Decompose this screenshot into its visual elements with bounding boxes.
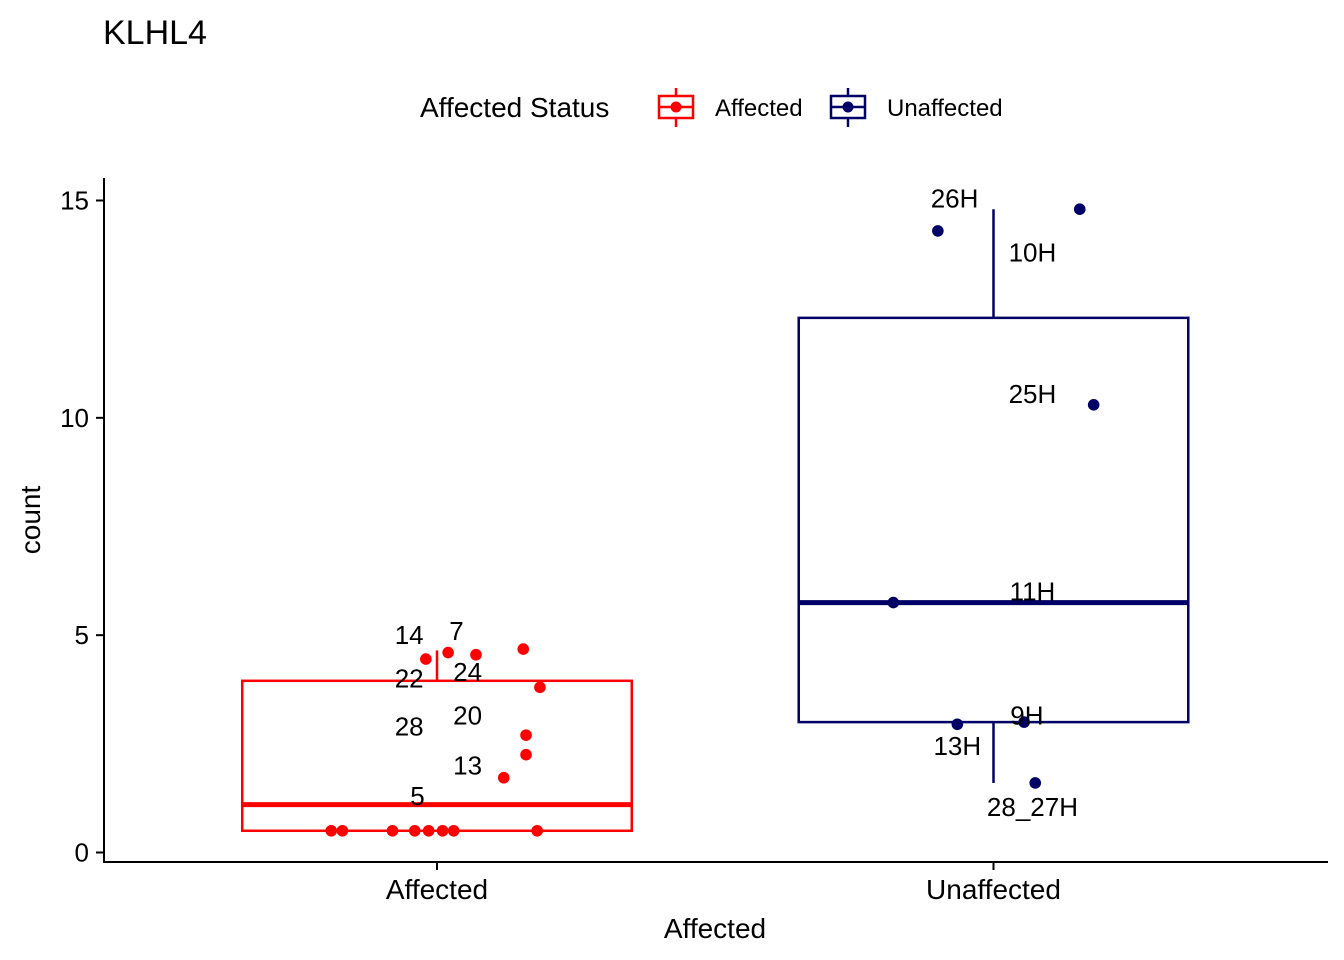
point-label-11h: 11H [1010, 577, 1056, 607]
point-label-7: 7 [449, 616, 463, 646]
point-labels: 14 7 22 24 28 20 13 5 26H 10H 25H 11H 9H 13H 28_27H [395, 183, 1078, 822]
point-label-5: 5 [410, 781, 424, 811]
point-affected-13 [520, 729, 532, 741]
point-label-26h: 26H [931, 183, 979, 213]
boxes [240, 209, 1190, 833]
point-affected-2 [386, 824, 399, 837]
legend-key-unaffected-point [842, 101, 854, 113]
point-unaffected-19 [887, 596, 900, 609]
legend-label-affected: Affected [715, 95, 803, 122]
point-affected-7 [531, 824, 543, 837]
chart-title: KLHL4 [103, 14, 207, 52]
y-tick-label-15: 15 [60, 186, 89, 216]
point-affected-10 [470, 648, 482, 661]
point-label-22: 22 [395, 664, 424, 694]
point-affected-8 [420, 653, 432, 665]
point-label-28-27h: 28_27H [987, 792, 1078, 822]
point-affected-5 [436, 824, 449, 837]
point-label-25h: 25H [1009, 379, 1057, 409]
point-label-24: 24 [453, 657, 482, 687]
point-label-13: 13 [453, 751, 482, 781]
point-affected-1 [336, 824, 349, 837]
point-label-10h: 10H [1009, 238, 1057, 268]
point-affected-15 [497, 771, 510, 784]
box-unaffected [797, 316, 1190, 724]
y-axis: 0 5 10 15 [60, 178, 105, 868]
y-tick-label-5: 5 [75, 620, 89, 650]
point-affected-6 [447, 824, 460, 837]
point-affected-9 [442, 646, 454, 659]
point-unaffected-22 [1029, 777, 1042, 789]
point-affected-14 [520, 748, 532, 761]
point-unaffected-20 [951, 718, 964, 731]
point-label-9h: 9H [1010, 701, 1043, 731]
x-axis-title: Affected [664, 913, 766, 944]
legend-key-unaffected [829, 88, 867, 127]
y-tick-label-10: 10 [60, 403, 89, 433]
points [325, 203, 1100, 837]
legend-key-affected-point [670, 101, 682, 113]
box-affected [240, 679, 634, 833]
point-affected-12 [534, 681, 546, 694]
y-tick-label-0: 0 [75, 838, 89, 868]
point-label-20: 20 [453, 701, 482, 731]
point-label-28: 28 [395, 711, 424, 741]
legend-label-unaffected: Unaffected [887, 95, 1003, 122]
legend-key-affected [657, 88, 695, 127]
point-unaffected-16 [932, 225, 944, 237]
x-tick-label-unaffected: Unaffected [926, 874, 1061, 905]
point-unaffected-17 [1073, 203, 1086, 215]
point-affected-3 [408, 824, 421, 837]
x-axis: Affected Unaffected [103, 861, 1328, 905]
legend-title: Affected Status [420, 92, 609, 123]
y-axis-title: count [15, 486, 46, 555]
point-affected-4 [422, 824, 435, 837]
point-unaffected-21 [1018, 716, 1030, 728]
point-unaffected-18 [1087, 398, 1100, 411]
point-label-13h: 13H [933, 731, 981, 761]
point-affected-0 [325, 824, 338, 837]
point-label-14: 14 [395, 620, 424, 650]
x-tick-label-affected: Affected [386, 874, 488, 905]
legend: Affected Status Affected Unaffected [420, 88, 1003, 127]
point-affected-11 [517, 643, 530, 655]
